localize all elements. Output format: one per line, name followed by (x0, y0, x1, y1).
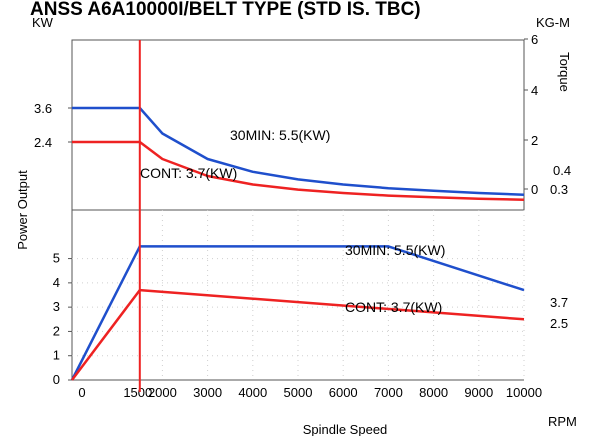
x-tick-label: 9000 (464, 385, 493, 400)
x-tick-label: 7000 (374, 385, 403, 400)
lower-annotation-cont: CONT: 3.7(KW) (345, 299, 442, 315)
x-tick-label: 10000 (506, 385, 542, 400)
y-tick-label: 5 (53, 251, 60, 266)
y-tick-label: 2 (53, 323, 60, 338)
end-label-cont: 2.5 (550, 316, 568, 331)
torque-tick-label: 4 (531, 83, 538, 98)
upper-left-tick-label: 2.4 (34, 135, 52, 150)
torque-tick-label: 0 (531, 182, 538, 197)
x-tick-label: 1500 (123, 385, 152, 400)
upper-series-30min-line (72, 106, 525, 196)
x-tick-label: 0 (78, 385, 85, 400)
right-unit-label: KG-M (536, 15, 570, 30)
torque-axis-title: Torque (557, 52, 572, 92)
y-tick-label: 1 (53, 348, 60, 363)
power-axis-title: Power Output (15, 170, 30, 250)
x-tick-label: 8000 (419, 385, 448, 400)
x-tick-label: 2000 (148, 385, 177, 400)
torque-tick-label: 0.3 (550, 182, 568, 197)
chart-heading: ANSS A6A10000I/BELT TYPE (STD IS. TBC) (30, 0, 421, 20)
upper-series-cont-line (72, 140, 525, 202)
y-tick-label: 3 (53, 299, 60, 314)
y-tick-label: 4 (53, 275, 60, 290)
x-tick-label: 3000 (193, 385, 222, 400)
torque-tick-label: 2 (531, 133, 538, 148)
upper-annotation-cont: CONT: 3.7(KW) (140, 165, 237, 181)
torque-tick-label: 0.4 (553, 163, 571, 178)
upper-annotation-30min: 30MIN: 5.5(KW) (230, 127, 330, 143)
lower-series-30min-line (70, 245, 525, 381)
x-tick-label: 4000 (238, 385, 267, 400)
upper-left-tick-label: 3.6 (34, 101, 52, 116)
end-label-30min: 3.7 (550, 295, 568, 310)
lower-annotation-30min: 30MIN: 5.5(KW) (345, 242, 445, 258)
x-tick-label: 6000 (329, 385, 358, 400)
x-tick-label: 5000 (284, 385, 313, 400)
x-unit-label: RPM (548, 414, 577, 429)
y-tick-label: 0 (53, 372, 60, 387)
left-unit-label: KW (32, 15, 54, 30)
torque-tick-label: 6 (531, 32, 538, 47)
x-axis-title: Spindle Speed (303, 422, 388, 436)
